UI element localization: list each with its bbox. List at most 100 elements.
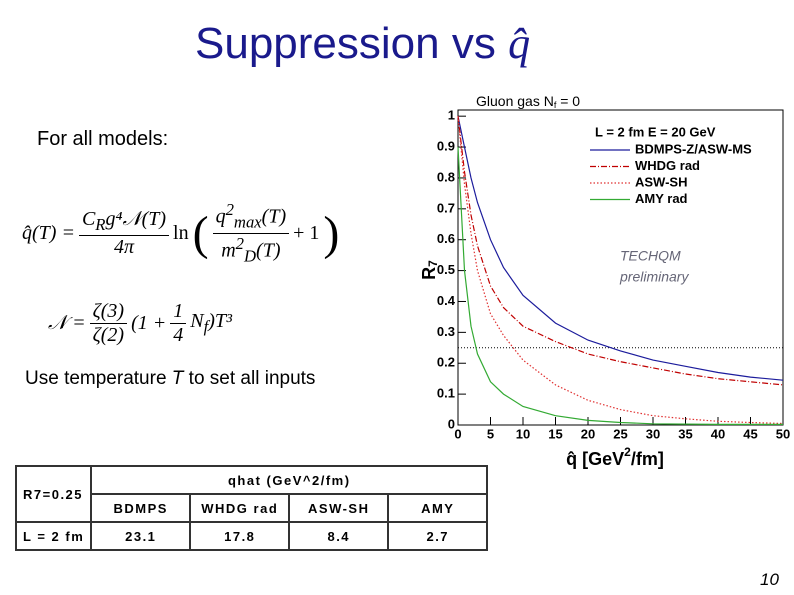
- formula-part: max: [233, 212, 262, 232]
- column-header: ASW-SH: [288, 493, 390, 523]
- table-row: L = 2 fm 23.1 17.8 8.4 2.7: [14, 521, 489, 551]
- table: R7=0.25 qhat (GeV^2/fm) BDMPS WHDG rad ASW-…: [14, 465, 489, 551]
- x-tick-label: 0: [454, 426, 461, 441]
- y-tick-label: 0.7: [437, 200, 455, 215]
- label-part: 2: [624, 445, 631, 459]
- subtitle: For all models:: [37, 128, 169, 150]
- formula-part: D: [244, 246, 257, 266]
- title-text: Suppression vs: [195, 19, 509, 68]
- title-part: = 0: [556, 93, 580, 109]
- column-header: WHDG rad: [189, 493, 291, 523]
- legend-title: L = 2 fm E = 20 GeV: [595, 124, 716, 139]
- header-row: BDMPS WHDG rad ASW-SH AMY: [16, 493, 489, 523]
- formula-part: + 1: [293, 221, 320, 244]
- y-tick-label: 0.4: [437, 293, 456, 308]
- numerator: ζ(3): [89, 300, 128, 324]
- denominator: 4π: [113, 235, 135, 258]
- chart-title: Gluon gas Nf = 0: [476, 93, 580, 111]
- x-tick-label: 5: [487, 426, 494, 441]
- series-line: [457, 147, 783, 425]
- formula-part: ln: [173, 221, 189, 244]
- title-part: Gluon gas N: [476, 93, 554, 109]
- cell: 8.4: [288, 521, 390, 551]
- note: Use temperature T to set all inputs: [25, 368, 315, 390]
- title-part: f: [554, 100, 557, 110]
- x-tick-label: 20: [581, 426, 595, 441]
- paren: ): [323, 206, 340, 260]
- formula-part: f: [203, 317, 209, 336]
- y-tick-label: 0: [448, 416, 455, 431]
- x-tick-label: 35: [678, 426, 692, 441]
- x-tick-label: 45: [743, 426, 757, 441]
- formula-part: )T³: [208, 310, 232, 332]
- formula-part: 2: [225, 200, 234, 219]
- formula: q̂(T) = CRg⁴𝒩(T) 4π ln ( q2max(T) m2D(T) +…: [22, 200, 339, 266]
- series-line: [457, 116, 784, 381]
- y-tick-label: 1: [448, 108, 455, 123]
- formula-part: q: [215, 205, 226, 228]
- y-tick-label: 0.6: [437, 231, 455, 246]
- page-number: 10: [760, 570, 779, 589]
- x-tick-label: 30: [646, 426, 660, 441]
- formula-part: g⁴𝒩(T): [105, 207, 167, 230]
- note-text: to set all inputs: [183, 368, 316, 389]
- label-part: 7: [426, 260, 440, 267]
- annotation: TECHQM: [620, 248, 681, 264]
- title-symbol: q̂: [508, 19, 531, 68]
- denominator: ζ(2): [92, 324, 125, 346]
- formula-part: (1 +: [131, 312, 167, 334]
- legend-label: AMY rad: [635, 191, 688, 206]
- table-corner: R7=0.25: [14, 465, 93, 523]
- note-text: Use temperature: [25, 368, 172, 389]
- formula-lhs: q̂(T) =: [22, 221, 75, 244]
- x-tick-label: 40: [711, 426, 725, 441]
- legend-label: ASW-SH: [635, 174, 687, 189]
- fraction: CRg⁴𝒩(T) 4π: [78, 207, 170, 259]
- label-part: /fm]: [631, 449, 664, 469]
- denominator: m2D(T): [218, 234, 283, 267]
- series-line: [457, 116, 784, 386]
- x-tick-label: 15: [548, 426, 562, 441]
- y-tick-label: 0.1: [437, 386, 455, 401]
- formula-part: 2: [235, 233, 244, 253]
- x-axis-label: q̂ [GeV2/fm]: [566, 445, 664, 469]
- annotation: preliminary: [619, 269, 689, 285]
- label-part: R: [419, 267, 439, 280]
- column-header: AMY: [387, 493, 489, 523]
- table-group-header: qhat (GeV^2/fm): [90, 465, 489, 495]
- y-tick-label: 0.2: [437, 355, 455, 370]
- y-tick-label: 0.3: [437, 324, 455, 339]
- row-label: L = 2 fm: [14, 521, 93, 551]
- numerator: CRg⁴𝒩(T): [78, 207, 170, 236]
- cell: 23.1: [90, 521, 192, 551]
- formula-part: C: [81, 207, 96, 230]
- note-text: T: [171, 368, 184, 389]
- numerator: 1: [170, 300, 187, 324]
- y-axis-label: R7: [419, 260, 440, 280]
- results-table: R7=0.25 qhat (GeV^2/fm) BDMPS WHDG rad ASW-…: [14, 465, 489, 551]
- formula-part: N: [190, 310, 204, 332]
- fraction: q2max(T) m2D(T): [212, 200, 290, 267]
- y-tick-label: 0.9: [437, 138, 455, 153]
- plot-frame: [457, 109, 784, 426]
- legend-label: WHDG rad: [635, 158, 700, 173]
- numerator: q2max(T): [212, 200, 290, 234]
- paren: (: [192, 206, 209, 260]
- y-tick-label: 0.5: [437, 262, 455, 277]
- chart: 00.10.20.30.40.50.60.70.80.910 5 10 15 20 25 3…: [419, 93, 790, 469]
- denominator: 4: [173, 324, 184, 346]
- column-header: BDMPS: [90, 493, 192, 523]
- legend-label: BDMPS-Z/ASW-MS: [635, 141, 752, 156]
- x-tick-label: 10: [516, 426, 530, 441]
- formula-lhs: 𝒩 =: [48, 312, 86, 334]
- formula-part: (T): [261, 205, 287, 228]
- slide-title: Suppression vs q̂: [195, 18, 530, 69]
- cell: 17.8: [189, 521, 291, 551]
- formula-part: m: [221, 239, 236, 262]
- fraction: ζ(3) ζ(2): [89, 300, 128, 347]
- cell: 2.7: [387, 521, 489, 551]
- x-tick-label: 25: [613, 426, 627, 441]
- series-line: [457, 116, 784, 425]
